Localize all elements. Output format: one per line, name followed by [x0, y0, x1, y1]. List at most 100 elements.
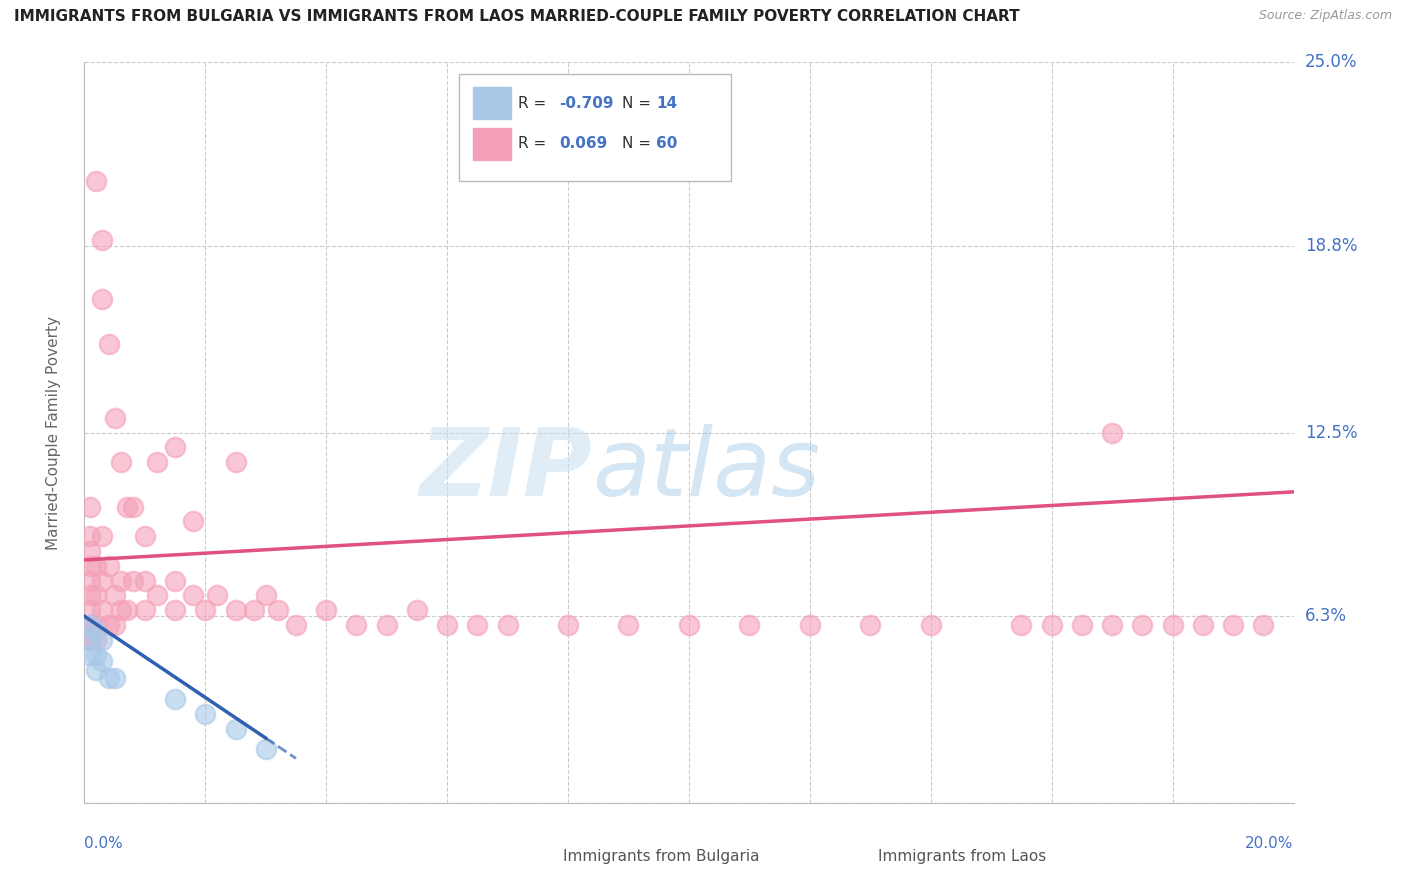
Point: [97, 558, 120, 573]
Point: [121, 500, 143, 514]
Point: [134, 529, 156, 543]
Point: [146, 455, 169, 469]
Text: 6.3%: 6.3%: [1305, 607, 1347, 625]
Point: [91, 603, 114, 617]
Text: atlas: atlas: [592, 424, 821, 516]
Point: [617, 618, 640, 632]
Point: [1011, 618, 1033, 632]
Point: [1222, 618, 1244, 632]
Point: [110, 574, 132, 588]
Point: [1253, 618, 1275, 632]
Point: [86, 632, 108, 647]
Y-axis label: Married-Couple Family Poverty: Married-Couple Family Poverty: [46, 316, 60, 549]
Point: [79, 618, 101, 632]
Point: [181, 515, 204, 529]
Point: [254, 742, 277, 756]
Point: [1040, 618, 1063, 632]
Point: [254, 589, 277, 603]
Point: [97, 336, 120, 351]
Point: [1161, 618, 1184, 632]
Point: [86, 558, 108, 573]
Point: [91, 233, 114, 247]
Point: [79, 574, 101, 588]
Point: [436, 618, 458, 632]
Point: [165, 692, 187, 706]
Text: Immigrants from Bulgaria: Immigrants from Bulgaria: [564, 848, 759, 863]
Point: [97, 672, 120, 686]
FancyBboxPatch shape: [460, 73, 731, 181]
Point: [346, 618, 368, 632]
Point: [285, 618, 308, 632]
Text: 0.069: 0.069: [560, 136, 607, 152]
Point: [104, 410, 127, 425]
Text: 18.8%: 18.8%: [1305, 237, 1357, 255]
Text: ZIP: ZIP: [419, 424, 592, 516]
Point: [134, 574, 156, 588]
Point: [79, 558, 101, 573]
FancyBboxPatch shape: [472, 128, 512, 161]
Text: N =: N =: [623, 136, 657, 152]
Point: [406, 603, 429, 617]
Point: [225, 455, 247, 469]
Point: [557, 618, 579, 632]
Point: [121, 574, 143, 588]
Point: [146, 589, 169, 603]
Point: [738, 618, 761, 632]
Point: [91, 293, 114, 307]
Point: [86, 663, 108, 677]
Point: [115, 603, 138, 617]
Point: [79, 603, 101, 617]
Point: [110, 603, 132, 617]
Point: [1101, 425, 1123, 440]
Point: [496, 618, 519, 632]
Text: R =: R =: [519, 136, 551, 152]
Text: 25.0%: 25.0%: [1305, 54, 1357, 71]
Point: [115, 500, 138, 514]
Text: IMMIGRANTS FROM BULGARIA VS IMMIGRANTS FROM LAOS MARRIED-COUPLE FAMILY POVERTY C: IMMIGRANTS FROM BULGARIA VS IMMIGRANTS F…: [14, 9, 1019, 24]
Point: [79, 544, 101, 558]
Point: [181, 589, 204, 603]
Point: [375, 618, 398, 632]
Point: [267, 603, 290, 617]
Point: [104, 672, 127, 686]
Point: [1101, 618, 1123, 632]
Point: [799, 618, 821, 632]
Point: [104, 618, 127, 632]
Text: 0.0%: 0.0%: [84, 836, 124, 851]
Point: [207, 589, 229, 603]
Text: -0.709: -0.709: [560, 95, 614, 111]
Point: [91, 574, 114, 588]
Point: [79, 632, 101, 647]
Point: [1192, 618, 1215, 632]
Point: [86, 624, 108, 638]
Point: [1071, 618, 1094, 632]
Point: [91, 529, 114, 543]
Text: 60: 60: [657, 136, 678, 152]
Point: [97, 618, 120, 632]
Point: [110, 455, 132, 469]
Point: [104, 589, 127, 603]
Point: [79, 529, 101, 543]
Point: [91, 654, 114, 668]
FancyBboxPatch shape: [472, 87, 512, 120]
Text: 12.5%: 12.5%: [1305, 424, 1357, 442]
Point: [194, 706, 217, 721]
Point: [79, 632, 101, 647]
Text: N =: N =: [623, 95, 657, 111]
Point: [86, 648, 108, 662]
Point: [79, 618, 101, 632]
Text: Source: ZipAtlas.com: Source: ZipAtlas.com: [1258, 9, 1392, 22]
Text: 14: 14: [657, 95, 678, 111]
Point: [86, 174, 108, 188]
Text: Immigrants from Laos: Immigrants from Laos: [877, 848, 1046, 863]
Text: 20.0%: 20.0%: [1246, 836, 1294, 851]
FancyBboxPatch shape: [831, 844, 870, 869]
Point: [225, 603, 247, 617]
Point: [467, 618, 489, 632]
Point: [165, 441, 187, 455]
Point: [134, 603, 156, 617]
Text: R =: R =: [519, 95, 551, 111]
Point: [194, 603, 217, 617]
Point: [242, 603, 264, 617]
Point: [91, 632, 114, 647]
